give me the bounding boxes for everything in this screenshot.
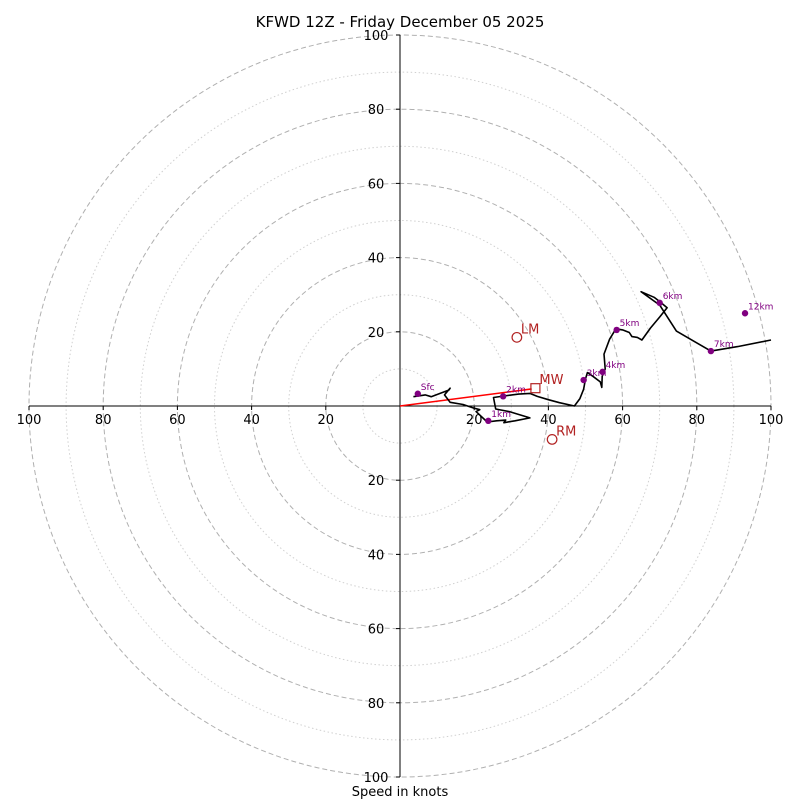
x-tick-label: 20 xyxy=(466,413,483,428)
y-tick-label: 40 xyxy=(368,252,385,267)
y-tick-label: 80 xyxy=(368,103,385,118)
height-label-2km: 2km xyxy=(506,385,526,395)
height-label-7km: 7km xyxy=(714,340,734,350)
marker-RM xyxy=(546,433,558,445)
height-label-3km: 3km xyxy=(587,369,607,379)
y-tick-label: 40 xyxy=(368,548,385,563)
mean-wind-vector xyxy=(399,388,532,407)
height-marker-1km xyxy=(485,417,492,425)
height-marker-5km xyxy=(613,326,620,334)
height-marker-7km xyxy=(707,347,715,355)
x-tick-label: 40 xyxy=(243,413,260,428)
height-label-5km: 5km xyxy=(620,319,640,329)
marker-LM xyxy=(511,331,523,343)
height-label-1km: 1km xyxy=(491,410,511,420)
x-tick-label: 40 xyxy=(540,413,557,428)
marker-MW xyxy=(530,383,541,394)
height-label-12km: 12km xyxy=(748,302,773,312)
height-label-Sfc: Sfc xyxy=(421,383,435,393)
height-marker-Sfc xyxy=(414,390,422,397)
wind-profile xyxy=(399,290,772,424)
chart-title: KFWD 12Z - Friday December 05 2025 xyxy=(256,13,545,31)
label-MW: MW xyxy=(539,373,563,388)
x-tick-label: 80 xyxy=(95,413,112,428)
y-tick-label: 100 xyxy=(364,29,389,44)
height-label-6km: 6km xyxy=(663,292,683,302)
height-marker-4km xyxy=(599,368,606,376)
y-tick-label: 60 xyxy=(368,177,385,192)
y-tick-label: 80 xyxy=(368,697,385,712)
height-marker-2km xyxy=(499,393,507,400)
x-axis-label: Speed in knots xyxy=(352,785,449,800)
y-tick-label: 20 xyxy=(368,326,385,341)
label-RM: RM xyxy=(556,424,576,439)
x-tick-label: 20 xyxy=(318,413,335,428)
x-tick-label: 60 xyxy=(614,413,631,428)
y-tick-label: 100 xyxy=(364,771,389,786)
x-tick-label: 100 xyxy=(17,413,42,428)
height-marker-12km xyxy=(741,310,749,317)
hodograph-trace xyxy=(413,290,772,424)
height-label-4km: 4km xyxy=(606,361,626,371)
tick-labels: 100 100 80 80 60 60 40 40 20 20 20 20 40 40 60 60 80 80 10… xyxy=(17,29,784,786)
y-tick-label: 60 xyxy=(368,623,385,638)
y-tick-label: 20 xyxy=(368,474,385,489)
x-tick-label: 80 xyxy=(689,413,706,428)
label-LM: LM xyxy=(521,322,539,337)
x-tick-label: 60 xyxy=(169,413,186,428)
height-marker-6km xyxy=(656,299,663,307)
height-marker-3km xyxy=(580,376,587,384)
x-tick-label: 100 xyxy=(759,413,784,428)
storm-motion-markers: LM MW RM xyxy=(511,322,576,445)
